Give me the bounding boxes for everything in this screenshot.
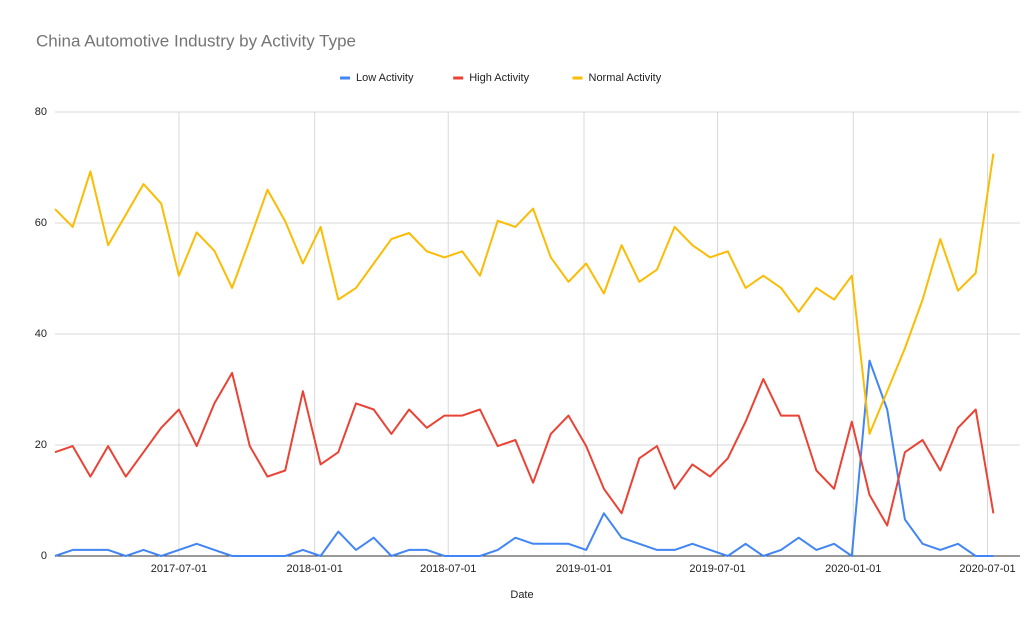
x-tick-label: 2019-01-01 (556, 563, 612, 575)
x-tick-label: 2018-07-01 (420, 563, 476, 575)
series-line (54, 153, 995, 435)
legend-label: Normal Activity (589, 72, 662, 84)
legend-label: High Activity (469, 72, 529, 84)
x-axis-label: Date (510, 589, 533, 601)
series-line (54, 359, 994, 557)
x-tick-label: 2020-07-01 (959, 563, 1015, 575)
x-tick-label: 2019-07-01 (689, 563, 745, 575)
series-line (54, 371, 995, 527)
legend-label: Low Activity (356, 72, 414, 84)
y-tick-label: 60 (35, 217, 47, 229)
x-tick-label: 2018-01-01 (287, 563, 343, 575)
chart-title: China Automotive Industry by Activity Ty… (36, 31, 356, 50)
x-tick-label: 2020-01-01 (825, 563, 881, 575)
y-tick-label: 80 (35, 106, 47, 118)
y-tick-label: 40 (35, 328, 47, 340)
x-tick-label: 2017-07-01 (151, 563, 207, 575)
y-tick-label: 0 (41, 550, 47, 562)
y-tick-label: 20 (35, 439, 47, 451)
